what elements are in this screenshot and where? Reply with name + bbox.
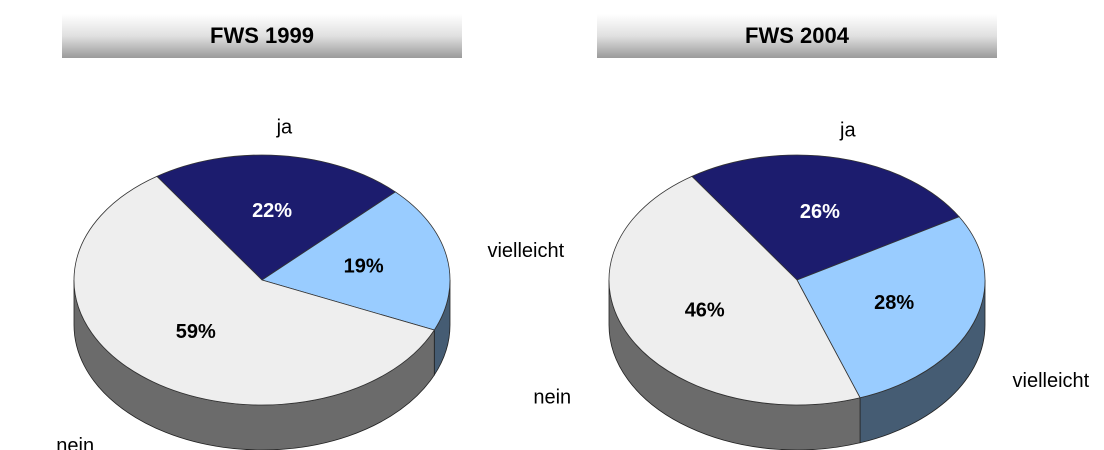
category-label: vielleicht: [487, 240, 564, 262]
pie-slice: [73, 175, 435, 406]
data-label: 26%: [800, 201, 840, 223]
title-box: [597, 14, 997, 58]
pie-slice: [156, 154, 397, 281]
data-label: 19%: [344, 256, 384, 278]
chart-title: FWS 2004: [745, 23, 850, 48]
data-label: 46%: [685, 299, 725, 321]
category-label: nein: [533, 387, 571, 409]
pie-slice: [796, 216, 986, 399]
data-label: 22%: [252, 200, 292, 222]
data-label: 28%: [874, 292, 914, 314]
pie-slice: [261, 191, 451, 331]
category-label: nein: [56, 435, 94, 450]
pie-slice: [691, 154, 960, 281]
chart-title: FWS 1999: [210, 23, 314, 48]
category-label: ja: [839, 120, 856, 142]
category-label: vielleicht: [1013, 370, 1090, 392]
data-label: 59%: [176, 321, 216, 343]
title-box: [62, 14, 462, 58]
category-label: ja: [276, 117, 293, 139]
pie-slice: [608, 175, 861, 406]
